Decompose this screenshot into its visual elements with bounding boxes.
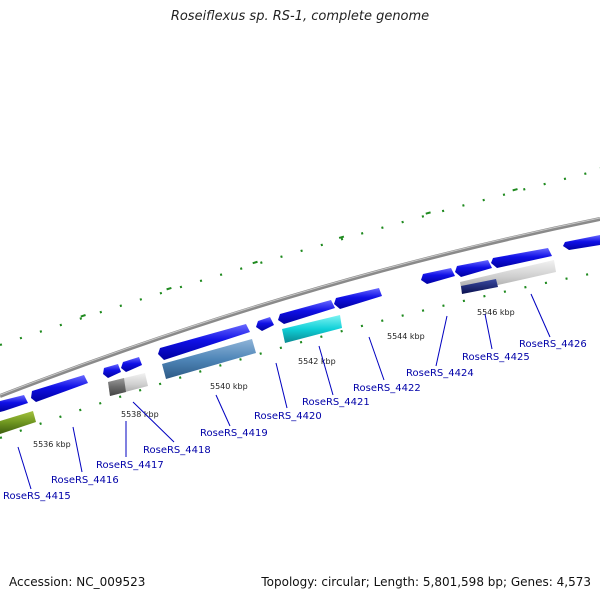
tick-label: 5544 kbp (387, 332, 425, 341)
feature-blocks (0, 260, 556, 434)
gene-label[interactable]: RoseRS_4417 (96, 460, 164, 471)
gene-arrow[interactable] (158, 324, 250, 360)
accession-text: Accession: NC_009523 (9, 575, 146, 589)
gene-arrow[interactable] (31, 375, 88, 402)
feature-block[interactable] (108, 378, 126, 396)
gene-label[interactable]: RoseRS_4422 (353, 383, 421, 394)
gene-arrow[interactable] (256, 317, 274, 331)
gene-arrow[interactable] (563, 235, 600, 250)
tick-labels: 5536 kbp 5538 kbp 5540 kbp 5542 kbp 5544… (33, 308, 515, 449)
tick-label: 5538 kbp (121, 410, 159, 419)
gene-label[interactable]: RoseRS_4416 (51, 475, 119, 486)
gene-label[interactable]: RoseRS_4425 (462, 352, 530, 363)
gene-arrow[interactable] (103, 364, 121, 378)
outer-major-ticks (0, 167, 600, 344)
gene-arrow[interactable] (491, 248, 552, 268)
summary-text: Topology: circular; Length: 5,801,598 bp… (261, 575, 591, 589)
gene-label[interactable]: RoseRS_4419 (200, 428, 268, 439)
gene-label[interactable]: RoseRS_4415 (3, 491, 71, 502)
gene-arrow[interactable] (0, 395, 28, 412)
gene-label[interactable]: RoseRS_4418 (143, 445, 211, 456)
gene-label[interactable]: RoseRS_4421 (302, 397, 370, 408)
tick-label: 5540 kbp (210, 382, 248, 391)
gene-arrow[interactable] (421, 268, 455, 284)
feature-block[interactable] (282, 315, 342, 343)
gene-arrow[interactable] (121, 357, 142, 372)
gene-labels: RoseRS_4415 RoseRS_4416 RoseRS_4417 Rose… (3, 339, 587, 502)
genome-backbone (0, 217, 600, 398)
leader-lines (17, 293, 551, 490)
tick-label: 5536 kbp (33, 440, 71, 449)
feature-block[interactable] (0, 411, 36, 434)
forward-genes (0, 235, 600, 412)
gene-label[interactable]: RoseRS_4426 (519, 339, 587, 350)
tick-label: 5542 kbp (298, 357, 336, 366)
gene-label[interactable]: RoseRS_4424 (406, 368, 474, 379)
gene-arrow[interactable] (278, 300, 335, 324)
tick-label: 5546 kbp (477, 308, 515, 317)
gene-label[interactable]: RoseRS_4420 (254, 411, 322, 422)
page-title: Roseiflexus sp. RS-1, complete genome (170, 9, 430, 24)
feature-block[interactable] (461, 279, 498, 294)
gene-arrow[interactable] (334, 288, 382, 309)
feature-block[interactable] (162, 339, 256, 379)
gene-arrow[interactable] (455, 260, 492, 277)
